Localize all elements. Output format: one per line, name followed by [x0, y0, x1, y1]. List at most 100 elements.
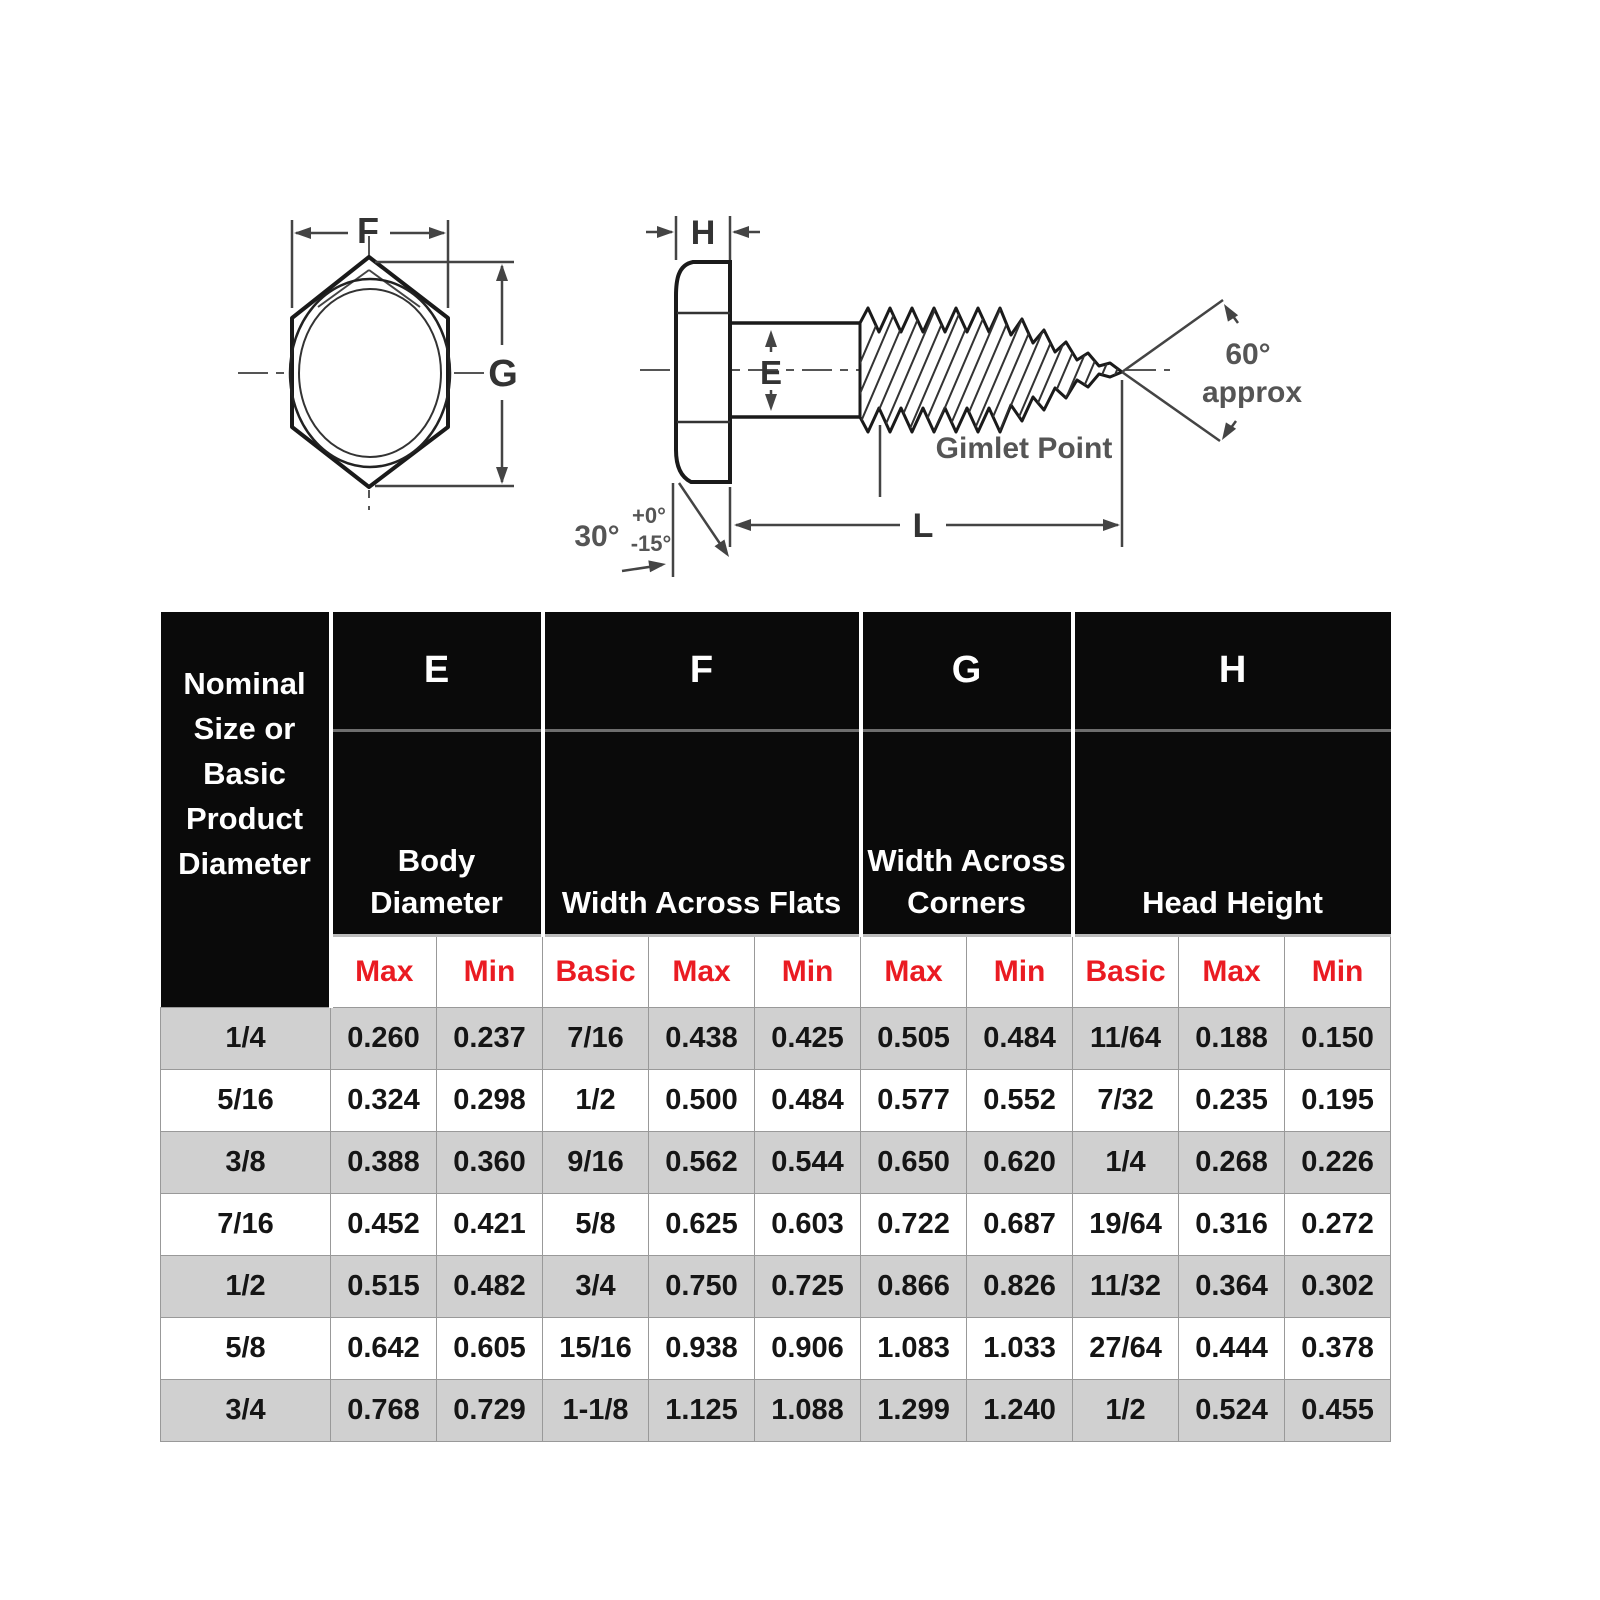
- value-cell: 0.750: [648, 1254, 756, 1318]
- value-cell: 0.938: [648, 1316, 756, 1380]
- row-size: 1/4: [160, 1006, 331, 1070]
- label-e: E: [760, 354, 782, 391]
- value-cell: 0.421: [435, 1192, 544, 1256]
- value-cell: 0.650: [860, 1130, 968, 1194]
- value-cell: 0.482: [435, 1254, 544, 1318]
- value-cell: 7/32: [1072, 1068, 1180, 1132]
- value-cell: 0.866: [860, 1254, 968, 1318]
- arrowhead: [1222, 422, 1237, 440]
- value-cell: 0.605: [435, 1316, 544, 1380]
- arrowhead: [765, 330, 777, 347]
- value-cell: 0.620: [966, 1130, 1074, 1194]
- value-cell: 3/4: [542, 1254, 650, 1318]
- value-cell: 1-1/8: [542, 1378, 650, 1442]
- arrowhead: [765, 394, 777, 411]
- lag-screw-diagram: F G: [0, 0, 1600, 600]
- table-row: 7/16 0.452 0.421 5/8 0.625 0.603 0.722 0.687 19/…: [160, 1192, 1392, 1256]
- value-cell: 0.552: [966, 1068, 1074, 1132]
- sub-header: Min: [1284, 933, 1392, 1008]
- value-cell: 1/2: [1072, 1378, 1180, 1442]
- group-name: Width Across Flats: [540, 730, 861, 935]
- label-h: H: [691, 214, 716, 252]
- label-gimlet-point: Gimlet Point: [936, 432, 1113, 465]
- value-cell: 0.388: [330, 1130, 437, 1194]
- value-cell: 0.260: [330, 1006, 437, 1070]
- arrowhead: [1224, 304, 1239, 322]
- chamfer-angle-callout: [621, 482, 729, 577]
- label-approx: approx: [1202, 376, 1302, 409]
- sub-header: Min: [966, 933, 1074, 1008]
- value-cell: 0.625: [648, 1192, 756, 1256]
- value-cell: 9/16: [542, 1130, 650, 1194]
- lag-screw-side-view: [640, 260, 1170, 484]
- value-cell: 0.505: [860, 1006, 968, 1070]
- value-cell: 0.544: [754, 1130, 862, 1194]
- head-circle-outer: [288, 277, 452, 469]
- table-row: 5/8 0.642 0.605 15/16 0.938 0.906 1.083 1.033 27…: [160, 1316, 1392, 1380]
- value-cell: 0.425: [754, 1006, 862, 1070]
- arrowhead: [732, 226, 749, 238]
- value-cell: 0.235: [1178, 1068, 1286, 1132]
- sub-header: Min: [754, 933, 862, 1008]
- value-cell: 0.515: [330, 1254, 437, 1318]
- sub-header: Basic: [542, 933, 650, 1008]
- value-cell: 0.484: [754, 1068, 862, 1132]
- sub-header: Max: [648, 933, 756, 1008]
- arrowhead: [648, 560, 666, 573]
- chamfer-line-right: [368, 269, 421, 308]
- value-cell: 1.240: [966, 1378, 1074, 1442]
- value-cell: 0.687: [966, 1192, 1074, 1256]
- label-30-degrees: 30°: [574, 520, 619, 553]
- spec-table-grid: Nominal Size or Basic Product Diameter E F…: [160, 612, 1392, 1442]
- hexagon-outline: [290, 255, 450, 489]
- head-circle-inner: [298, 288, 442, 458]
- arrowhead: [657, 226, 674, 238]
- value-cell: 27/64: [1072, 1316, 1180, 1380]
- table-row: 1/4 0.260 0.237 7/16 0.438 0.425 0.505 0.484 11/…: [160, 1006, 1392, 1070]
- sub-header: Max: [1178, 933, 1286, 1008]
- arrowhead: [496, 264, 508, 281]
- value-cell: 0.237: [435, 1006, 544, 1070]
- group-name: Body Diameter: [328, 730, 543, 935]
- value-cell: 0.906: [754, 1316, 862, 1380]
- sub-header: Max: [860, 933, 968, 1008]
- value-cell: 0.226: [1284, 1130, 1392, 1194]
- value-cell: 0.302: [1284, 1254, 1392, 1318]
- label-l: L: [913, 507, 934, 545]
- value-cell: 0.438: [648, 1006, 756, 1070]
- value-cell: 0.768: [330, 1378, 437, 1442]
- value-cell: 0.316: [1178, 1192, 1286, 1256]
- label-tolerance-minus: -15°: [631, 531, 672, 556]
- value-cell: 0.603: [754, 1192, 862, 1256]
- value-cell: 0.642: [330, 1316, 437, 1380]
- arrowhead: [734, 519, 751, 531]
- label-tolerance-plus: +0°: [632, 503, 666, 528]
- value-cell: 0.272: [1284, 1192, 1392, 1256]
- table-row: 3/4 0.768 0.729 1-1/8 1.125 1.088 1.299 1.240 1/…: [160, 1378, 1392, 1442]
- row-size: 5/16: [160, 1068, 331, 1132]
- sub-header: Basic: [1072, 933, 1180, 1008]
- group-letter-f: F: [540, 612, 861, 732]
- value-cell: 0.562: [648, 1130, 756, 1194]
- value-cell: 0.298: [435, 1068, 544, 1132]
- sub-header: Max: [330, 933, 437, 1008]
- thread-outline: [858, 306, 1124, 434]
- hex-head-front-view: [238, 236, 492, 510]
- dimension-l: [728, 380, 1124, 547]
- value-cell: 0.378: [1284, 1316, 1392, 1380]
- arrowhead: [1103, 519, 1120, 531]
- group-letter-h: H: [1070, 612, 1391, 732]
- value-cell: 1.299: [860, 1378, 968, 1442]
- value-cell: 0.729: [435, 1378, 544, 1442]
- value-cell: 11/32: [1072, 1254, 1180, 1318]
- value-cell: 0.722: [860, 1192, 968, 1256]
- corner-header: Nominal Size or Basic Product Diameter: [160, 612, 333, 1007]
- value-cell: 1/2: [542, 1068, 650, 1132]
- value-cell: 0.150: [1284, 1006, 1392, 1070]
- value-cell: 0.577: [860, 1068, 968, 1132]
- value-cell: 0.444: [1178, 1316, 1286, 1380]
- value-cell: 0.364: [1178, 1254, 1286, 1318]
- group-name: Head Height: [1070, 730, 1391, 935]
- arrowhead: [496, 467, 508, 484]
